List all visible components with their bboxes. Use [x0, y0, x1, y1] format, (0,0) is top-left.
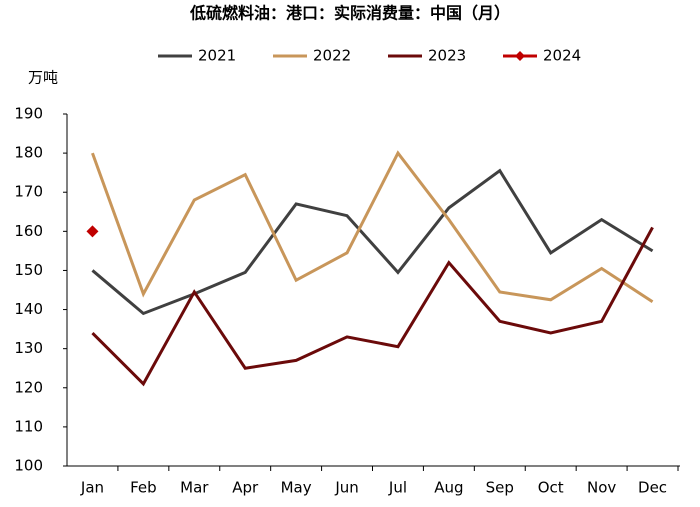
y-tick-label: 170: [14, 183, 43, 201]
series-line: [91, 226, 654, 387]
x-tick-label: Mar: [180, 479, 209, 497]
y-tick-label: 150: [14, 261, 43, 279]
x-tick-label: Dec: [638, 479, 667, 497]
y-tick-label: 160: [14, 222, 43, 240]
y-tick-label: 190: [14, 105, 43, 123]
x-tick-label: Jul: [388, 479, 407, 497]
x-tick-label: Feb: [130, 479, 157, 497]
x-tick-label: Apr: [232, 479, 259, 497]
y-axis-label: 万吨: [28, 69, 58, 87]
x-tick-label: Jan: [80, 479, 104, 497]
x-tick-label: Jun: [334, 479, 358, 497]
y-tick-label: 120: [14, 378, 43, 396]
series-line: [91, 168, 654, 316]
series-line: [91, 150, 654, 303]
x-tick-label: Aug: [434, 479, 463, 497]
y-tick-label: 140: [14, 300, 43, 318]
legend-label: 2021: [198, 47, 236, 65]
x-tick-label: Nov: [587, 479, 616, 497]
legend-marker: [515, 51, 525, 61]
y-tick-label: 130: [14, 339, 43, 357]
y-tick-label: 180: [14, 144, 43, 162]
x-tick-label: May: [281, 479, 312, 497]
x-tick-label: Oct: [538, 479, 564, 497]
y-tick-label: 110: [14, 417, 43, 435]
y-tick-label: 100: [14, 457, 43, 475]
x-tick-label: Sep: [486, 479, 514, 497]
data-point: [86, 225, 99, 238]
chart-title: 低硫燃料油：港口：实际消费量：中国（月）: [189, 4, 510, 23]
legend-label: 2023: [428, 47, 466, 65]
legend-label: 2024: [543, 47, 581, 65]
legend-label: 2022: [313, 47, 351, 65]
